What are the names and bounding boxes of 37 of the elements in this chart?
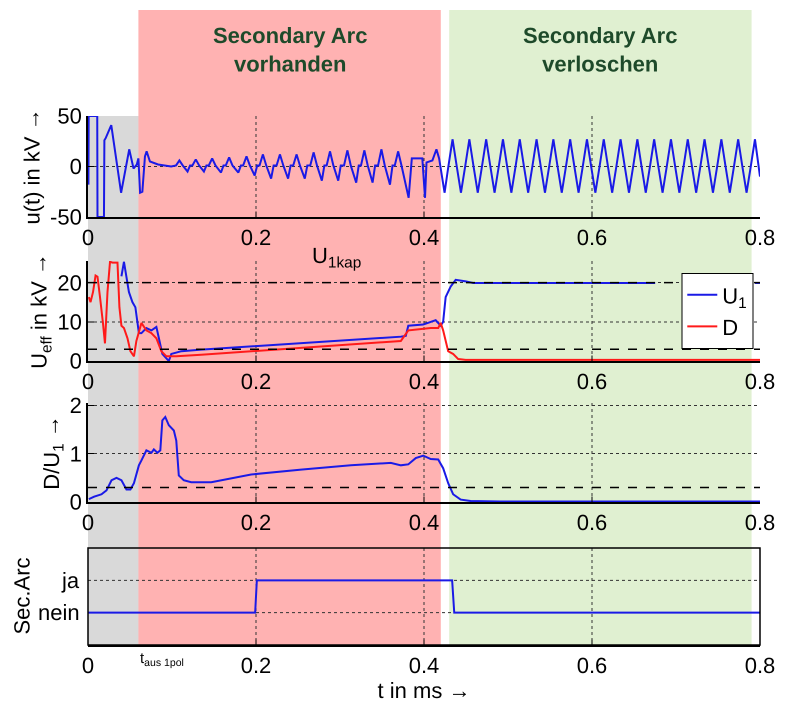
x-tick-label: 0.2 [240,510,272,536]
y-tick-label: 0 [70,348,82,374]
y-tick-label: 0 [70,490,82,515]
y-tick-label: 20 [57,270,82,296]
y-tick-label: 1 [70,441,82,466]
text: nein [38,600,80,625]
x-tick-label: 0.2 [240,225,272,250]
x-tick-label: 0.8 [744,225,776,250]
text: t$_{aus 1pol}$ [140,650,184,670]
y-tick-label: 2 [70,393,82,418]
x-tick-label: 0.6 [576,369,608,394]
x-tick-label: 0.4 [408,369,440,394]
band-label: Secondary Arc verloschen [523,23,678,77]
y-tick-label: 10 [57,309,82,334]
text: ja [61,568,80,593]
y-tick-label: -50 [50,204,82,230]
x-tick-label: 0.2 [240,653,272,678]
x-axis-title: t in ms → [378,678,470,704]
x-tick-label: 0.4 [408,653,440,678]
x-tick-label: 0.6 [576,653,608,678]
x-tick-label: 0.6 [576,225,608,250]
x-tick-label: 0.8 [744,369,776,394]
y-tick-label: 0 [70,154,82,180]
y-axis-title: u(t) in kV → [19,108,44,225]
x-tick-label: 0.4 [408,510,440,536]
y-tick-label: 50 [57,104,82,129]
y-axis-title: Sec.Arc [10,557,34,634]
legend-label: U$_{1}$ [722,283,747,312]
legend-label: D [722,314,738,340]
x-tick-label: 0.4 [408,225,440,250]
x-tick-label: 0.8 [744,653,776,678]
line-series [88,116,760,217]
band-label: Secondary Arc vorhanden [213,23,368,77]
x-tick-label: 0.8 [744,510,776,536]
x-tick-label: 0.6 [576,510,608,536]
x-tick-label: 0.2 [240,369,272,394]
ref-line-label: U$_{1kap}$ [312,243,362,272]
